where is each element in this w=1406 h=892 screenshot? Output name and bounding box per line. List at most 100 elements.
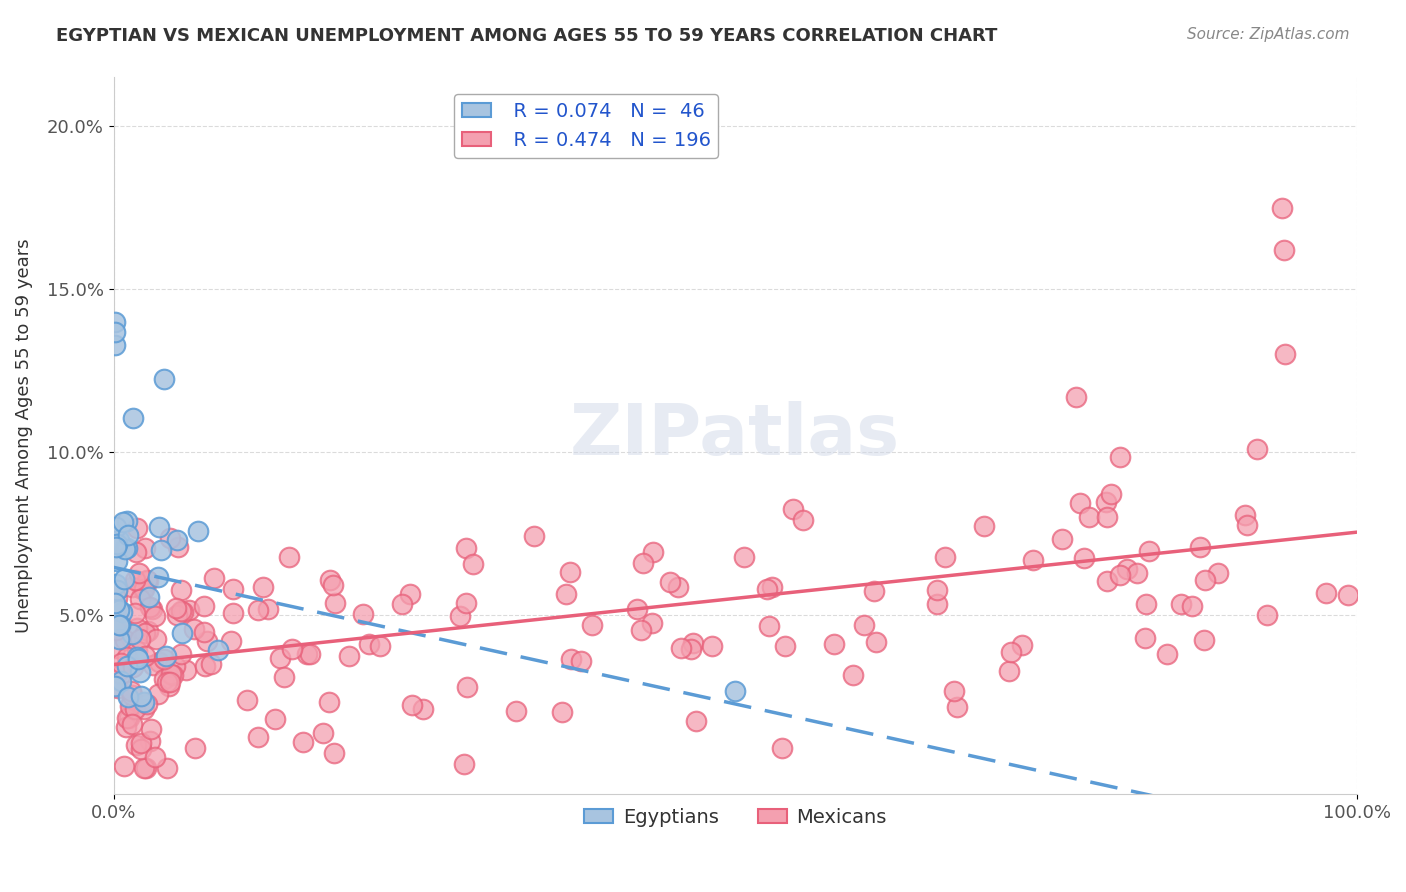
Point — [153, 372, 176, 386]
Point — [118, 710, 141, 724]
Point — [1156, 647, 1178, 661]
Point — [165, 601, 187, 615]
Point — [278, 550, 301, 565]
Point — [998, 665, 1021, 679]
Point — [127, 621, 149, 635]
Point — [925, 597, 948, 611]
Point — [1109, 568, 1132, 582]
Point — [823, 637, 845, 651]
Point — [141, 602, 163, 616]
Point — [150, 543, 173, 558]
Point — [1099, 486, 1122, 500]
Point — [136, 574, 159, 588]
Text: ZIPatlas: ZIPatlas — [571, 401, 900, 470]
Point — [222, 606, 245, 620]
Point — [129, 742, 152, 756]
Point — [159, 674, 181, 689]
Point — [145, 609, 167, 624]
Point — [1095, 495, 1118, 509]
Point — [456, 596, 478, 610]
Point — [117, 541, 139, 556]
Point — [139, 722, 162, 736]
Point — [1337, 588, 1360, 602]
Point — [193, 599, 215, 614]
Point — [641, 616, 664, 631]
Point — [121, 717, 143, 731]
Point — [142, 658, 165, 673]
Point — [946, 700, 969, 714]
Point — [112, 758, 135, 772]
Point — [323, 596, 346, 610]
Point — [1064, 390, 1087, 404]
Point — [111, 515, 134, 529]
Point — [1271, 201, 1294, 215]
Point — [139, 733, 162, 747]
Point — [110, 667, 132, 681]
Point — [337, 649, 360, 664]
Point — [122, 659, 145, 673]
Point — [1077, 510, 1099, 524]
Point — [560, 565, 582, 579]
Point — [115, 659, 138, 673]
Point — [194, 659, 217, 673]
Point — [132, 702, 155, 716]
Point — [1109, 450, 1132, 465]
Text: EGYPTIAN VS MEXICAN UNEMPLOYMENT AMONG AGES 55 TO 59 YEARS CORRELATION CHART: EGYPTIAN VS MEXICAN UNEMPLOYMENT AMONG A… — [56, 27, 998, 45]
Point — [773, 639, 796, 653]
Point — [1095, 510, 1118, 524]
Point — [118, 699, 141, 714]
Point — [104, 520, 127, 534]
Point — [125, 650, 148, 665]
Point — [159, 667, 181, 681]
Point — [246, 730, 269, 744]
Point — [934, 550, 956, 565]
Point — [658, 575, 681, 590]
Point — [135, 697, 157, 711]
Point — [1272, 243, 1295, 257]
Point — [104, 602, 127, 616]
Point — [146, 569, 169, 583]
Point — [138, 591, 160, 605]
Point — [193, 624, 215, 639]
Point — [551, 706, 574, 720]
Point — [312, 726, 335, 740]
Point — [139, 600, 162, 615]
Point — [1000, 645, 1022, 659]
Point — [398, 587, 420, 601]
Point — [135, 761, 157, 775]
Point — [626, 602, 648, 616]
Point — [129, 736, 152, 750]
Point — [107, 603, 129, 617]
Point — [115, 649, 138, 664]
Point — [125, 521, 148, 535]
Point — [114, 633, 136, 648]
Point — [170, 626, 193, 640]
Point — [187, 524, 209, 538]
Point — [105, 533, 128, 548]
Text: Source: ZipAtlas.com: Source: ZipAtlas.com — [1187, 27, 1350, 42]
Point — [124, 702, 146, 716]
Point — [505, 704, 527, 718]
Point — [111, 605, 134, 619]
Point — [143, 750, 166, 764]
Point — [156, 675, 179, 690]
Point — [105, 537, 128, 551]
Point — [973, 519, 995, 533]
Point — [170, 583, 193, 598]
Point — [166, 607, 188, 622]
Point — [756, 582, 779, 597]
Point — [148, 687, 170, 701]
Point — [134, 626, 156, 640]
Point — [105, 534, 128, 549]
Point — [449, 609, 471, 624]
Point — [1137, 544, 1160, 558]
Point — [115, 711, 138, 725]
Point — [412, 702, 434, 716]
Point — [942, 684, 965, 698]
Point — [1135, 597, 1157, 611]
Point — [560, 652, 582, 666]
Point — [197, 633, 219, 648]
Point — [202, 571, 225, 585]
Point — [131, 582, 153, 596]
Point — [671, 641, 693, 656]
